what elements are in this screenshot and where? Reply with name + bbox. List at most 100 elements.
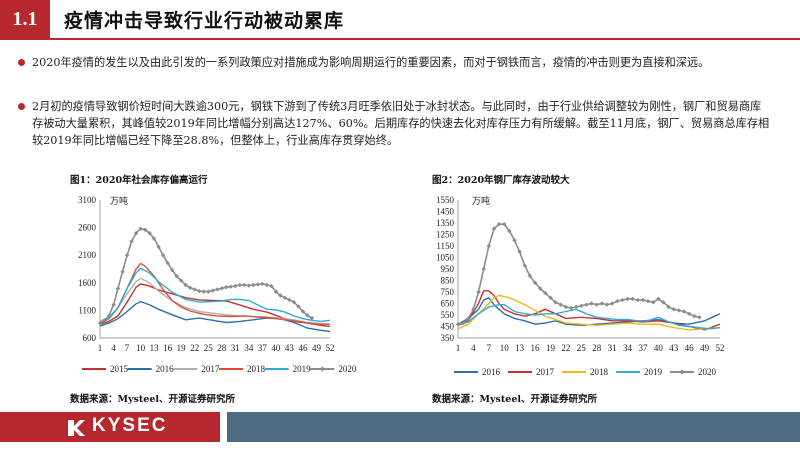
chart-1-series-2020-point: [138, 226, 143, 231]
bullet-1-text: 2020年疫情的发生以及由此引发的一系列政策应对措施成为影响周期运行的重要因素，…: [32, 56, 710, 69]
chart-2-series-2020-point: [630, 296, 635, 302]
chart-2-series-2020-point: [481, 266, 486, 272]
chart-1-series-2020-point: [129, 239, 134, 244]
chart-1-x-tick-label: 7: [125, 343, 130, 353]
chart-1-x-tick-label: 40: [271, 343, 281, 353]
bullet-2-text: 2月初的疫情导致钢价短时间大跌逾300元，钢铁下游到了传统3月旺季依旧处于冰封状…: [32, 100, 770, 147]
chart-1-series-2020-point: [160, 253, 166, 258]
section-number: 1.1: [0, 0, 50, 38]
chart-1-x-tick-label: 37: [258, 343, 268, 353]
chart-1-series-2020-point: [197, 288, 202, 294]
brand-logo-icon: [68, 420, 85, 436]
chart-1-unit: 万吨: [110, 197, 129, 207]
chart-2-series-2020-point: [522, 263, 527, 268]
chart-1-x-tick-label: 10: [136, 343, 146, 353]
chart-1-series-2020-point: [215, 287, 220, 292]
chart-1-x-tick-label: 16: [163, 343, 173, 353]
chart-1-series-2020-point: [224, 285, 229, 290]
chart-1-source: 数据来源：Mysteel、开源证券研究所: [70, 394, 235, 405]
chart-2-y-tick-label: 1550: [436, 195, 455, 205]
chart-1-series-2020-point: [124, 253, 130, 258]
chart-1-y-tick-label: 1600: [78, 278, 97, 288]
chart-1-series-2020-point: [278, 293, 283, 298]
chart-1-series-2020-point: [169, 267, 175, 273]
chart-1-series-2019-line: [99, 267, 331, 324]
chart-2-series-2020-point: [486, 243, 492, 249]
chart-2-series-2020-point: [460, 320, 466, 326]
footer-blue-bar: [227, 412, 800, 442]
footer-brand-bar: [0, 412, 220, 442]
chart-1-x-tick-label: 22: [190, 343, 199, 353]
chart-1-y-tick-label: 2600: [78, 223, 97, 233]
chart-2-x-tick-label: 40: [654, 343, 664, 353]
chart-2-series-2020-point: [635, 297, 641, 303]
chart-2-series-2020-point: [625, 296, 630, 302]
chart-1-series-2020-point: [133, 230, 139, 236]
chart-2-x-tick-label: 19: [546, 343, 556, 353]
chart-2-series-2020-point: [692, 313, 697, 319]
chart-2-series-2020-point: [563, 304, 569, 310]
chart-1-series-2020-point: [142, 227, 148, 233]
chart-2-x-tick-label: 7: [487, 343, 492, 353]
chart-1-x-tick-label: 1: [98, 343, 103, 353]
chart-2-series-2020-point: [615, 299, 620, 304]
chart-2-x-tick-label: 1: [456, 343, 461, 353]
chart-1-series-2020-point: [165, 260, 170, 266]
chart-1-series-2020-point: [255, 282, 261, 287]
chart-2-x-tick-label: 34: [623, 343, 633, 353]
chart-2-series-2020-point: [573, 304, 579, 310]
chart-1-series-2020-point: [187, 285, 193, 290]
chart-2-y-tick-label: 1250: [436, 230, 455, 240]
chart-1-legend-label: 2015: [110, 364, 129, 374]
chart-2-series-2017-line: [457, 290, 721, 331]
chart-1-x-tick-label: 52: [326, 343, 335, 353]
chart-2-series-2020-point: [507, 228, 512, 234]
chart-1-x-tick-label: 34: [244, 343, 254, 353]
chart-1-x-tick-label: 43: [285, 343, 295, 353]
chart-1-x-tick-label: 49: [312, 343, 322, 353]
chart-2-series-2020-point: [594, 302, 599, 307]
chart-2-unit: 万吨: [472, 197, 491, 207]
chart-2-x-tick-label: 52: [716, 343, 725, 353]
chart-2-series-2020-point: [666, 304, 671, 310]
chart-1-series-2017-line: [99, 277, 331, 325]
chart-1-series-2020-point: [147, 230, 152, 236]
chart-1-y-tick-label: 2100: [78, 250, 97, 260]
chart-1-series-2020-point: [183, 282, 188, 288]
brand-logo-text: KYSEC: [92, 415, 168, 436]
chart-2-y-tick-label: 950: [441, 264, 455, 274]
chart-1: 600 1100 1600 2100 2600 3100 1 4 7 10 13 16 19 22 25 28…: [78, 195, 357, 374]
chart-2-series-2020-point: [471, 307, 476, 312]
chart-1-series-2020-point: [260, 281, 265, 287]
chart-1-series-2020-point: [269, 283, 274, 289]
chart-2-x-tick-label: 31: [608, 343, 617, 353]
chart-2-x-tick-label: 4: [471, 343, 476, 353]
chart-2-series-2020-point: [676, 308, 682, 313]
chart-2-y-tick-label: 750: [441, 287, 455, 297]
chart-2-y-tick-label: 650: [441, 299, 455, 309]
chart-2-series-2020-point: [604, 302, 610, 307]
chart-2-series-2020-point: [671, 307, 676, 312]
chart-1-series-2020-point: [251, 282, 256, 288]
chart-2-x-tick-label: 25: [577, 343, 587, 353]
chart-1-series-2020-point: [264, 282, 270, 288]
chart-1-x-tick-label: 28: [217, 343, 227, 353]
chart-1-series-2020-point: [246, 283, 252, 288]
chart-2-title: 图2：2020年钢厂库存波动较大: [432, 175, 570, 186]
chart-1-title: 图1：2020年社会库存偏高运行: [70, 175, 208, 186]
chart-2-series-2020-point: [579, 303, 584, 308]
chart-1-series-2020-point: [296, 304, 301, 309]
chart-1-series-2020-point: [201, 289, 206, 294]
chart-1-series-2020-point: [228, 284, 233, 289]
chart-2-series-2020-point: [589, 301, 594, 306]
chart-2-legend-label: 2019: [644, 367, 663, 377]
chart-1-legend-label: 2017: [201, 364, 220, 374]
chart-2-legend-marker: [679, 369, 685, 375]
chart-2-series-2020-point: [697, 315, 702, 320]
chart-1-series-2020-point: [300, 309, 306, 314]
chart-1-series-2020-point: [120, 269, 125, 274]
chart-2-legend-label: 2020: [698, 367, 717, 377]
chart-1-series-2020-point: [97, 320, 103, 326]
chart-1-series-2020-point: [210, 288, 215, 293]
chart-2-y-tick-label: 1350: [436, 218, 455, 228]
